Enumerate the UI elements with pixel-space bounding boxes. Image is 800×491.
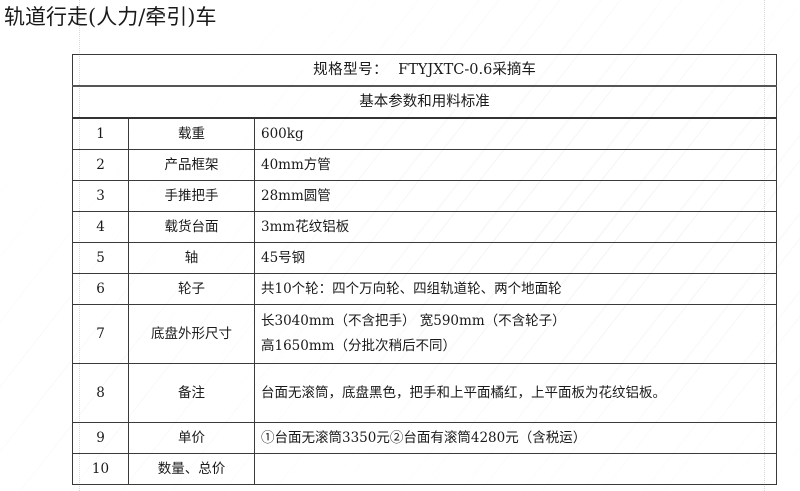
row-name: 数量、总价 — [128, 453, 255, 485]
row-name: 备注 — [128, 363, 255, 423]
row-value: 台面无滚筒，底盘黑色，把手和上平面橘红，上平面板为花纹铝板。 — [253, 363, 778, 423]
row-value — [253, 453, 778, 485]
row-value: 28mm圆管 — [253, 180, 778, 212]
model-value: FTYJXTC-0.6采摘车 — [398, 62, 536, 78]
table-row: 5 轴 45号钢 — [72, 242, 778, 274]
row-value: ①台面无滚筒3350元②台面有滚筒4280元（含税运） — [253, 422, 778, 454]
section-header-cell: 基本参数和用料标准 — [71, 85, 778, 119]
row-index: 4 — [72, 211, 129, 243]
model-cell: 规格型号： FTYJXTC-0.6采摘车 — [71, 54, 778, 87]
row-index: 8 — [72, 363, 129, 423]
spec-table: 规格型号： FTYJXTC-0.6采摘车 基本参数和用料标准 1 载重 600kg… — [71, 54, 778, 485]
row-index: 9 — [72, 422, 129, 454]
table-row: 2 产品框架 40mm方管 — [72, 149, 778, 181]
row-value: 3mm花纹铝板 — [253, 211, 778, 243]
row-name: 手推把手 — [128, 180, 255, 212]
row-name: 载重 — [128, 117, 255, 150]
row-name: 载货台面 — [128, 211, 255, 243]
row-name: 轮子 — [128, 273, 255, 305]
row-index: 10 — [72, 453, 129, 485]
table-row: 1 载重 600kg — [72, 117, 778, 150]
table-row: 10 数量、总价 — [72, 453, 778, 485]
row-index: 6 — [72, 273, 129, 305]
row-value-line2: 高1650mm（分批次稍后不同） — [261, 338, 456, 354]
table-row: 7 底盘外形尺寸 长3040mm（不含把手） 宽590mm（不含轮子） 高165… — [72, 304, 778, 364]
row-value: 600kg — [253, 117, 778, 150]
row-value: 40mm方管 — [253, 149, 778, 181]
table-row: 8 备注 台面无滚筒，底盘黑色，把手和上平面橘红，上平面板为花纹铝板。 — [72, 363, 778, 423]
table-row: 6 轮子 共10个轮：四个万向轮、四组轨道轮、两个地面轮 — [72, 273, 778, 305]
table-row: 9 单价 ①台面无滚筒3350元②台面有滚筒4280元（含税运） — [72, 422, 778, 454]
table-row-model: 规格型号： FTYJXTC-0.6采摘车 — [71, 54, 778, 87]
page-title: 轨道行走(人力/牵引)车 — [4, 5, 217, 29]
table-row-section-header: 基本参数和用料标准 — [71, 85, 778, 119]
table-row: 4 载货台面 3mm花纹铝板 — [72, 211, 778, 243]
table-row: 3 手推把手 28mm圆管 — [72, 180, 778, 212]
row-name: 底盘外形尺寸 — [128, 304, 255, 364]
row-index: 1 — [72, 117, 129, 150]
row-index: 7 — [72, 304, 129, 364]
row-index: 3 — [72, 180, 129, 212]
row-value: 长3040mm（不含把手） 宽590mm（不含轮子） 高1650mm（分批次稍后… — [253, 304, 778, 364]
row-name: 单价 — [128, 422, 255, 454]
row-name: 轴 — [128, 242, 255, 274]
row-value: 共10个轮：四个万向轮、四组轨道轮、两个地面轮 — [253, 273, 778, 305]
spec-table-container: 规格型号： FTYJXTC-0.6采摘车 基本参数和用料标准 1 载重 600kg… — [71, 54, 778, 485]
row-index: 2 — [72, 149, 129, 181]
row-value-line1: 长3040mm（不含把手） 宽590mm（不含轮子） — [261, 313, 566, 329]
row-value: 45号钢 — [253, 242, 778, 274]
row-index: 5 — [72, 242, 129, 274]
row-name: 产品框架 — [128, 149, 255, 181]
model-label: 规格型号： — [313, 62, 389, 78]
